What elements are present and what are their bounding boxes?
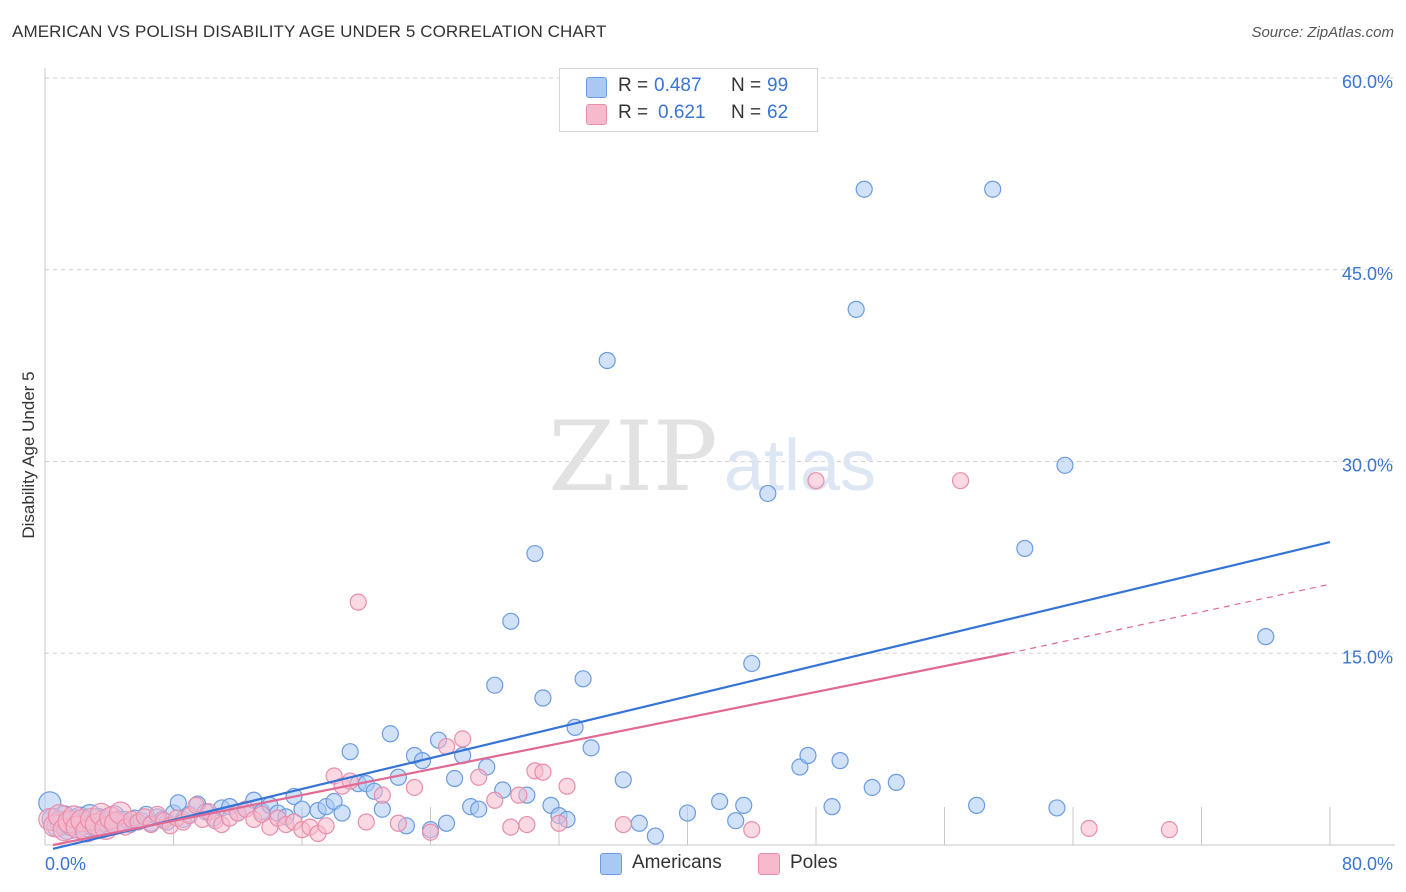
watermark-zip: ZIP <box>548 401 717 513</box>
poles-r-value: 0.621 <box>658 102 706 123</box>
poles-r-label: R = <box>618 102 649 123</box>
poles-point <box>253 805 271 823</box>
poles-point <box>349 593 367 611</box>
americans-point <box>486 676 504 694</box>
americans-point <box>1257 628 1275 646</box>
axes <box>44 68 1395 846</box>
americans-point <box>470 800 488 818</box>
poles-point <box>1080 819 1098 837</box>
americans-point <box>968 796 986 814</box>
poles-point <box>373 786 391 804</box>
poles-point <box>502 818 520 836</box>
poles-point <box>357 813 375 831</box>
y-tick-label: 45.0% <box>1342 264 1393 284</box>
americans-point <box>727 812 745 830</box>
americans-point <box>437 814 456 832</box>
poles-point <box>534 763 552 781</box>
poles-point <box>743 821 761 839</box>
americans-point <box>984 180 1002 198</box>
americans-point <box>743 654 761 673</box>
poles-trend-extension <box>1008 583 1331 654</box>
legend-americans-swatch <box>600 853 622 875</box>
americans-point <box>1048 799 1066 817</box>
americans-point <box>855 180 873 198</box>
americans-point <box>711 792 729 811</box>
americans-point <box>582 739 600 757</box>
americans-point <box>534 689 552 707</box>
americans-point <box>887 773 905 791</box>
source-label: Source: ZipAtlas.com <box>1251 24 1394 41</box>
americans-n-label: N = <box>731 75 762 96</box>
americans-point <box>847 300 865 318</box>
legend-americans-label: Americans <box>632 852 722 873</box>
poles-point <box>550 814 568 832</box>
watermark-atlas: atlas <box>724 426 876 506</box>
legend-poles-label: Poles <box>790 852 838 873</box>
poles-point <box>405 778 424 797</box>
americans-point <box>341 743 359 761</box>
americans-r-value: 0.487 <box>654 75 702 96</box>
poles-swatch <box>586 104 607 125</box>
y-tick-label: 30.0% <box>1342 456 1393 476</box>
poles-point <box>558 777 576 795</box>
trend-lines <box>52 540 1331 850</box>
poles-n-label: N = <box>731 102 762 123</box>
gridlines <box>45 77 1395 654</box>
poles-point <box>807 472 825 490</box>
poles-point <box>510 786 528 804</box>
americans-point <box>823 798 841 816</box>
poles-trend-line <box>52 652 1009 847</box>
americans-trend-line <box>52 540 1331 850</box>
americans-point <box>445 769 464 788</box>
americans-point <box>1056 456 1074 474</box>
americans-r-label: R = <box>618 75 649 96</box>
americans-point <box>526 544 544 563</box>
americans-point <box>333 804 351 822</box>
y-tick-label: 15.0% <box>1342 647 1393 667</box>
poles-n-value: 62 <box>767 102 789 123</box>
americans-point <box>646 827 664 845</box>
americans-n-value: 99 <box>767 75 789 96</box>
americans-point <box>614 771 632 789</box>
americans-point <box>678 804 697 822</box>
y-axis-label: Disability Age Under 5 <box>19 371 38 538</box>
americans-point <box>1016 539 1034 558</box>
americans-point <box>502 612 520 630</box>
americans-point <box>574 670 592 688</box>
poles-points <box>38 472 1178 843</box>
poles-point <box>454 730 472 748</box>
watermark: ZIP atlas <box>548 401 876 513</box>
poles-point <box>421 823 440 841</box>
x-tick-label-min: 0.0% <box>45 854 86 874</box>
x-tick-label-max: 80.0% <box>1342 854 1393 874</box>
americans-point <box>381 725 399 743</box>
poles-point <box>518 815 536 834</box>
americans-point <box>598 351 616 370</box>
tick-labels: 15.0% 30.0% 45.0% 60.0% 0.0% 80.0% <box>45 72 1393 874</box>
stats-legend: R = 0.487 N = 99 R = 0.621 N = 62 <box>559 68 818 132</box>
chart-title: AMERICAN VS POLISH DISABILITY AGE UNDER … <box>12 22 607 41</box>
poles-point <box>486 791 504 809</box>
poles-point <box>389 814 407 832</box>
poles-point <box>1160 821 1178 839</box>
americans-point <box>759 484 777 503</box>
americans-point <box>799 746 817 765</box>
americans-point <box>863 778 881 797</box>
y-tick-label: 60.0% <box>1342 72 1393 92</box>
poles-point <box>951 472 970 490</box>
poles-point <box>317 817 335 835</box>
americans-point <box>630 814 648 832</box>
poles-point <box>614 815 632 834</box>
legend-poles-swatch <box>758 853 780 875</box>
americans-point <box>831 752 849 770</box>
americans-point <box>735 796 753 814</box>
americans-swatch <box>586 77 607 98</box>
poles-point <box>470 768 488 786</box>
